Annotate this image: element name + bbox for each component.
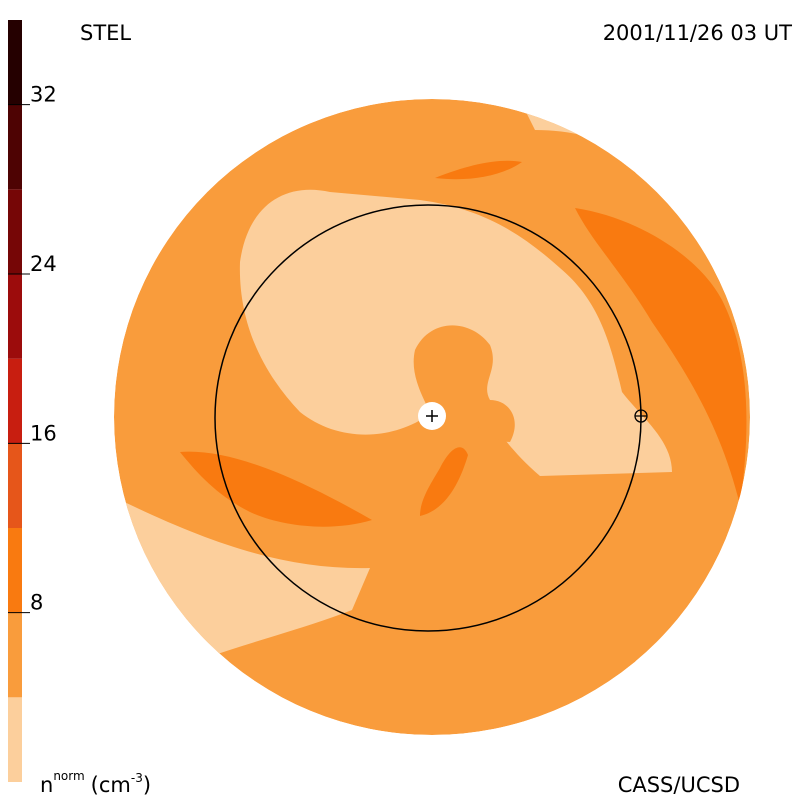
map-region xyxy=(420,447,468,516)
colorbar: 8 16 24 32 xyxy=(8,20,57,782)
map-region xyxy=(575,208,747,505)
map-region xyxy=(180,451,372,527)
earth-marker xyxy=(635,410,647,422)
label-sup: norm xyxy=(53,769,84,783)
colorbar-band xyxy=(8,358,22,444)
label-base: n xyxy=(40,773,53,797)
colorbar-band xyxy=(8,612,22,698)
subtitle: 2001/11/26 03 UT xyxy=(603,21,792,45)
tick-label: 8 xyxy=(30,591,43,615)
colorbar-band xyxy=(8,697,22,782)
colorbar-band xyxy=(8,274,22,359)
colorbar-band xyxy=(8,20,22,105)
colorbar-band xyxy=(8,528,22,613)
label-unit-end: ) xyxy=(143,773,151,797)
map-region xyxy=(435,160,522,180)
tick-label: 16 xyxy=(30,421,57,445)
tick-label: 24 xyxy=(30,252,57,276)
colorbar-band xyxy=(8,104,22,190)
label-unit: (cm xyxy=(91,773,131,797)
credit: CASS/UCSD xyxy=(618,773,740,797)
colorbar-label: nnorm (cm-3) xyxy=(40,769,151,797)
sun-marker xyxy=(426,410,438,422)
label-unit-sup: -3 xyxy=(131,771,143,785)
colorbar-band xyxy=(8,189,22,274)
tick-label: 32 xyxy=(30,83,57,107)
title: STEL xyxy=(80,21,131,45)
colorbar-band xyxy=(8,443,22,528)
